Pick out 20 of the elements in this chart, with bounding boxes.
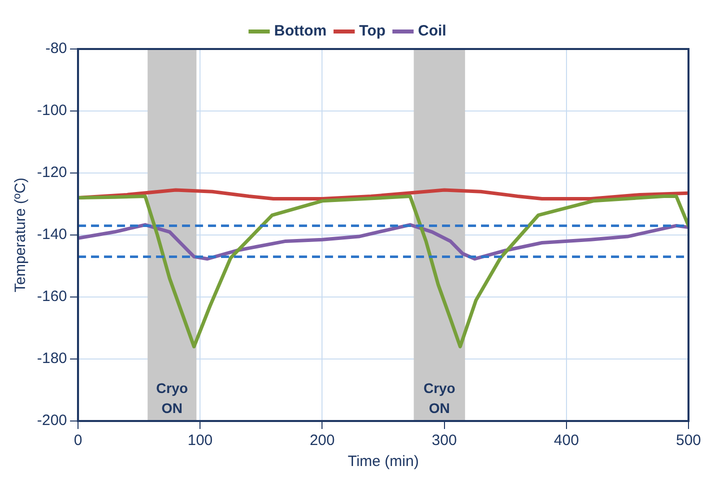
y-axis-title: Temperature (ºC) [12,178,30,292]
legend-label: Bottom [274,22,327,40]
x-tick-label: 400 [554,432,579,450]
x-tick-label: 100 [188,432,213,450]
band-label: Cryo ON [156,380,188,416]
legend-label: Top [359,22,386,40]
x-tick-label: 0 [74,432,82,450]
y-tick-label: -100 [36,102,68,120]
x-tick-label: 200 [310,432,335,450]
y-tick-label: -160 [36,288,68,306]
legend-label: Coil [418,22,446,40]
x-tick-label: 500 [676,432,701,450]
y-tick-label: -120 [36,164,68,182]
y-tick-label: -200 [36,412,68,430]
x-axis-title: Time (min) [348,453,419,470]
band-label: Cryo ON [423,380,456,416]
y-tick-label: -180 [36,350,68,368]
x-tick-label: 300 [432,432,457,450]
y-tick-label: -140 [36,226,68,244]
y-tick-label: -80 [45,40,68,58]
